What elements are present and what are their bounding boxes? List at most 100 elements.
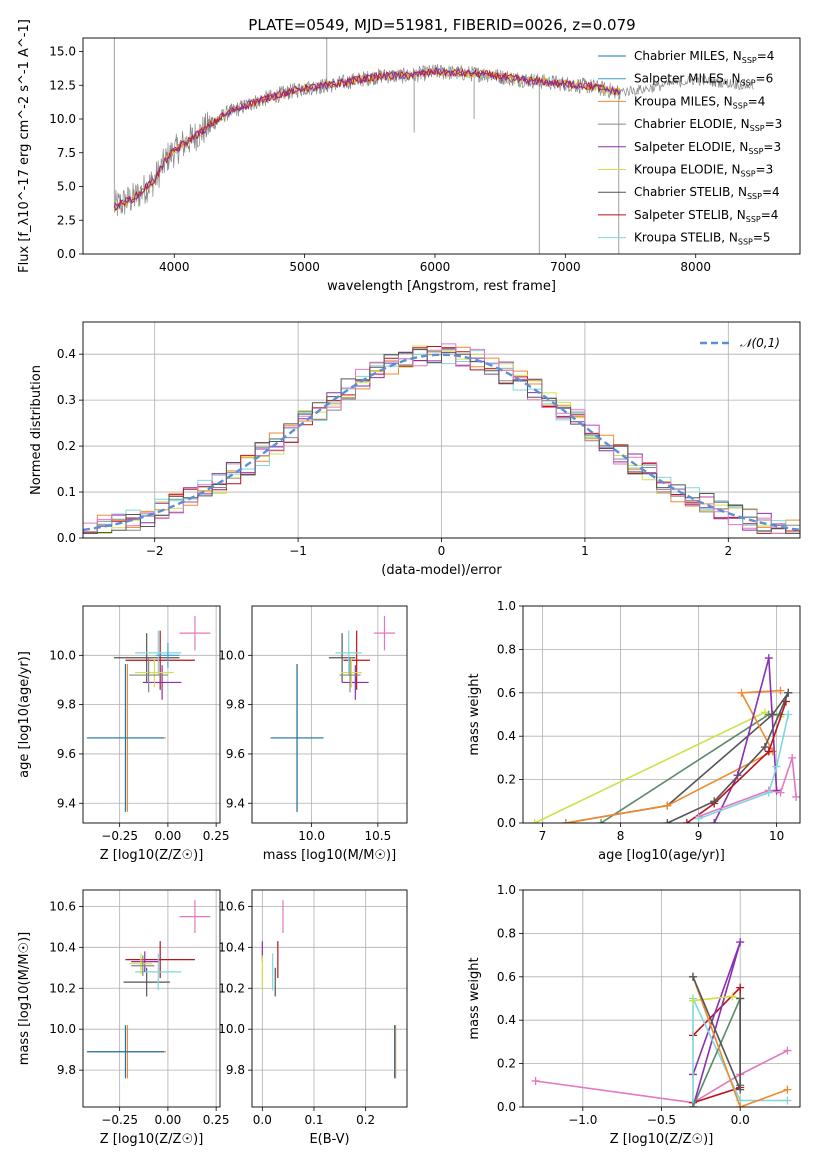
- y-tick-label: 0.0: [497, 816, 516, 830]
- y-tick-label: 10.2: [49, 981, 76, 995]
- weight-point-marker: [688, 1103, 697, 1107]
- legend-value: =6: [756, 72, 774, 86]
- x-axis-label: age [log10(age/yr)]: [598, 848, 725, 863]
- x-tick-label: 7000: [550, 260, 581, 274]
- legend-value: =4: [757, 49, 775, 63]
- y-tick-label: 9.8: [226, 1063, 245, 1077]
- weight-vs-Z-axes: −1.0 −0.5 0.0 0.0 0.2 0.4 0.6 0.8 1.0 Z [log10(Z/…: [467, 883, 801, 1147]
- weight-series-line: [686, 701, 787, 823]
- residual-histogram-line: [83, 350, 800, 534]
- legend-entry: Salpeter ELODIE, NSSP=3: [634, 140, 781, 156]
- y-tick-label: 10.6: [218, 899, 245, 913]
- y-axis-label: Flux [f_λ10^-17 erg cm^-2 s^-1 A^-1]: [17, 19, 32, 273]
- y-tick-label: 0.8: [497, 926, 516, 940]
- weight-point-marker: [784, 710, 793, 719]
- legend-entry: Kroupa MILES, NSSP=4: [634, 94, 765, 110]
- weight-vs-Z-plot-area: [531, 938, 792, 1107]
- axes-frame: [522, 605, 801, 824]
- weight-series-line: [534, 711, 781, 823]
- y-tick-label: 0.0: [497, 1100, 516, 1114]
- weight-point-marker: [710, 797, 719, 806]
- y-tick-label: 9.8: [57, 1063, 76, 1077]
- y-tick-label: 9.4: [226, 796, 245, 810]
- y-axis-label: age [log10(age/yr)]: [17, 651, 32, 778]
- weight-series-line: [667, 692, 790, 823]
- y-tick-label: 10.0: [218, 648, 245, 662]
- age-vs-mass-axes: 10.0 10.5 9.4 9.6 9.8 10.0 mass [log10(M/M☉)]: [218, 605, 408, 863]
- age-vs-Z-plot-area: [86, 615, 211, 812]
- legend-entry: Kroupa ELODIE, NSSP=3: [634, 163, 773, 179]
- x-tick-label: 2: [724, 544, 732, 558]
- y-tick-label: 9.8: [226, 698, 245, 712]
- legend-subscript: SSP: [741, 170, 756, 179]
- y-tick-label: 15.0: [49, 45, 76, 59]
- y-tick-label: 0.2: [497, 773, 516, 787]
- y-tick-label: 1.0: [497, 883, 516, 897]
- weight-point-marker: [764, 747, 773, 756]
- legend-subscript: SSP: [742, 56, 757, 65]
- x-axis-label: Z [log10(Z/Z☉)]: [100, 1132, 204, 1147]
- weight-point-marker: [772, 762, 781, 771]
- legend: Chabrier MILES, NSSP=4 Salpeter MILES, NS…: [598, 49, 782, 247]
- x-axis-label: mass [log10(M/M☉)]: [263, 848, 396, 863]
- y-tick-label: 1.0: [497, 599, 516, 613]
- y-tick-label: 0.1: [57, 485, 76, 499]
- y-tick-label: 9.6: [57, 747, 76, 761]
- weight-point-marker: [688, 972, 697, 981]
- x-tick-label: 0.00: [155, 1113, 182, 1127]
- legend-value: =4: [748, 94, 766, 108]
- y-tick-label: 0.2: [497, 1057, 516, 1071]
- y-tick-label: 0.4: [497, 1013, 516, 1027]
- residuals-axes: −2 −1 0 1 2 0.0 0.1 0.2 0.3 0.4 (data-model)/error…: [29, 321, 801, 578]
- weight-series-line: [692, 998, 788, 1107]
- legend-value: =3: [763, 140, 781, 154]
- x-tick-label: 4000: [159, 260, 190, 274]
- residual-histogram-line: [83, 348, 800, 534]
- y-tick-label: 10.0: [49, 112, 76, 126]
- weight-point-marker: [776, 686, 785, 695]
- weight-series-line: [692, 976, 788, 1107]
- x-tick-label: −2: [146, 544, 164, 558]
- weight-point-marker: [737, 688, 746, 697]
- weight-series-line: [692, 941, 741, 1107]
- y-tick-label: 0.8: [497, 642, 516, 656]
- mass-vs-Z-axes: −0.25 0.00 0.25 9.8 10.0 10.2 10.4 10.6 Z [log10…: [17, 889, 230, 1147]
- axes-frame: [82, 889, 221, 1108]
- weight-point-marker: [736, 994, 745, 1003]
- weight-point-marker: [710, 819, 719, 823]
- weight-point-marker: [784, 688, 793, 697]
- y-tick-label: 10.4: [49, 940, 76, 954]
- spectrum-plot-area: [113, 38, 754, 254]
- y-tick-label: 0.4: [497, 729, 516, 743]
- weight-point-marker: [783, 1096, 792, 1105]
- legend-value: =3: [756, 163, 774, 177]
- x-axis-label: wavelength [Angstrom, rest frame]: [327, 279, 556, 294]
- y-tick-label: 10.2: [218, 981, 245, 995]
- model-spectrum-line: [113, 67, 621, 210]
- legend: 𝒩(0,1): [700, 336, 780, 350]
- figure-title: PLATE=0549, MJD=51981, FIBERID=0026, z=0…: [248, 16, 635, 34]
- weight-series-line: [713, 657, 778, 823]
- weight-point-marker: [736, 983, 745, 992]
- weight-point-marker: [776, 788, 785, 797]
- weight-point-marker: [530, 819, 539, 823]
- age-vs-mass-plot-area: [270, 615, 396, 812]
- weight-point-marker: [736, 938, 745, 947]
- weight-point-marker: [764, 654, 773, 663]
- mass-vs-ebv-plot-area: [261, 900, 397, 1079]
- y-tick-label: 10.0: [49, 648, 76, 662]
- x-tick-label: 10: [769, 829, 784, 843]
- x-tick-label: −0.25: [101, 829, 138, 843]
- x-tick-label: −0.25: [101, 1113, 138, 1127]
- y-tick-label: 0.0: [57, 247, 76, 261]
- legend-entry: Salpeter STELIB, NSSP=4: [634, 208, 778, 224]
- x-axis-label: (data-model)/error: [381, 563, 502, 578]
- weight-point-marker: [736, 1103, 745, 1107]
- legend-value: =3: [765, 117, 783, 131]
- x-tick-label: 0.00: [155, 829, 182, 843]
- y-tick-label: 0.0: [57, 531, 76, 545]
- axes-frame: [522, 889, 801, 1108]
- weight-point-marker: [597, 819, 606, 823]
- y-tick-label: 10.6: [49, 899, 76, 913]
